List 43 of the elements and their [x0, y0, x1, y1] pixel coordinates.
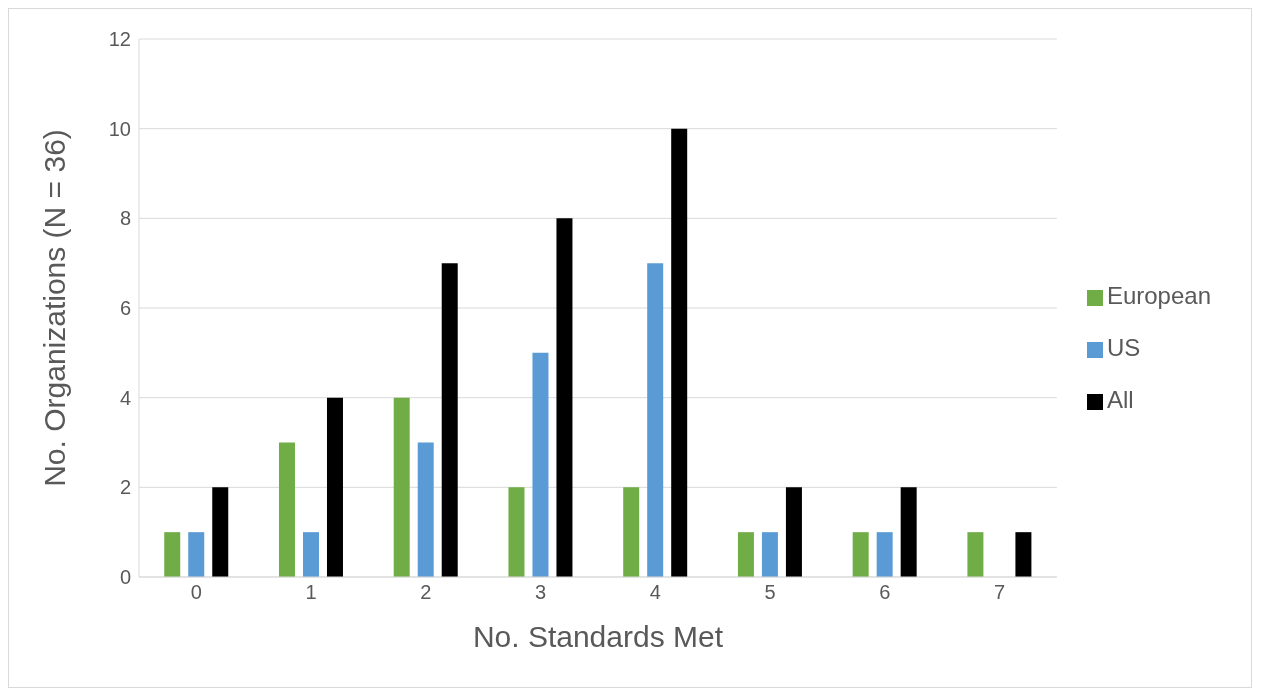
- bar: [852, 532, 869, 577]
- bar: [785, 487, 802, 577]
- y-tick-label: 0: [119, 566, 131, 589]
- bar: [1015, 532, 1032, 577]
- bar: [623, 487, 640, 577]
- bar: [417, 442, 434, 577]
- y-tick-label: 10: [108, 117, 131, 140]
- bar: [647, 263, 664, 577]
- bar: [326, 397, 343, 577]
- bar: [967, 532, 984, 577]
- x-tick-label: 1: [305, 581, 317, 604]
- bar: [532, 352, 549, 577]
- bar: [556, 218, 573, 577]
- y-axis-title: No. Organizations (N = 36): [37, 129, 71, 487]
- y-tick-label: 8: [119, 207, 131, 230]
- bar: [393, 397, 410, 577]
- bar: [737, 532, 754, 577]
- bar: [761, 532, 778, 577]
- x-axis-title: No. Standards Met: [472, 620, 724, 653]
- x-tick-label: 7: [993, 581, 1006, 604]
- bar: [441, 263, 458, 577]
- bar: [164, 532, 181, 577]
- x-tick-label: 3: [535, 581, 547, 604]
- x-tick-label: 6: [879, 581, 891, 604]
- bar: [212, 487, 229, 577]
- bar: [508, 487, 525, 577]
- y-tick-label: 4: [119, 386, 131, 409]
- legend-label: All: [1106, 386, 1134, 413]
- bar: [278, 442, 295, 577]
- x-tick-label: 2: [420, 581, 432, 604]
- legend-label: European: [1106, 282, 1211, 309]
- bar: [671, 128, 688, 577]
- bar: [188, 532, 205, 577]
- x-tick-label: 4: [649, 581, 661, 604]
- y-tick-label: 2: [119, 476, 131, 499]
- x-tick-label: 5: [764, 581, 776, 604]
- x-tick-label: 0: [190, 581, 202, 604]
- bar: [900, 487, 917, 577]
- legend-label: US: [1106, 334, 1141, 361]
- bar: [876, 532, 893, 577]
- bar: [302, 532, 319, 577]
- y-tick-label: 12: [108, 28, 131, 51]
- y-tick-label: 6: [119, 297, 131, 320]
